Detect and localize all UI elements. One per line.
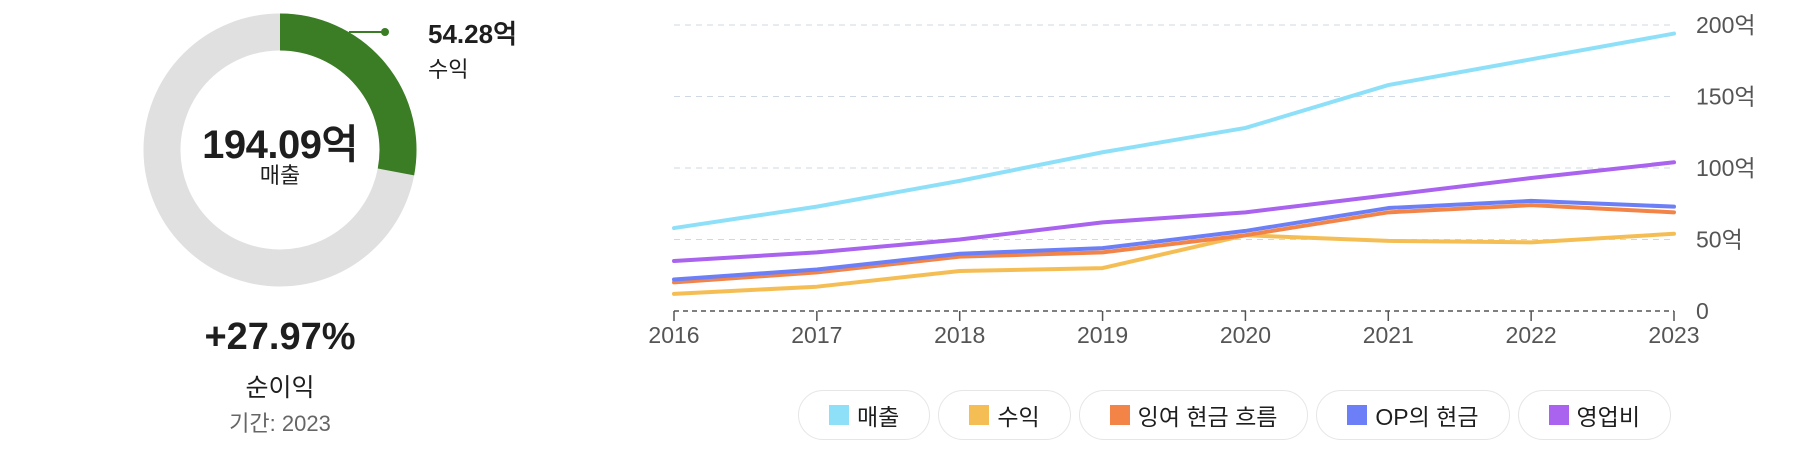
series-line-2 bbox=[672, 203, 1676, 285]
legend-item-4[interactable]: 영업비 bbox=[1517, 390, 1671, 440]
donut-callout-value: 54.28억 bbox=[428, 19, 517, 49]
donut-chart bbox=[143, 13, 417, 287]
legend-item-1[interactable]: 수익 bbox=[938, 390, 1071, 440]
legend-item-3[interactable]: OP의 현금 bbox=[1316, 390, 1510, 440]
series-line-0 bbox=[672, 31, 1676, 231]
legend-swatch bbox=[1548, 405, 1569, 425]
y-tick-label: 200억 bbox=[1696, 12, 1756, 38]
donut-center-label: 매출 bbox=[259, 163, 301, 188]
y-tick-label: 100억 bbox=[1696, 155, 1756, 181]
growth-value: +27.97% bbox=[204, 316, 356, 358]
legend-label: 매출 bbox=[857, 404, 900, 430]
series-line-3 bbox=[672, 198, 1676, 282]
series-line-4 bbox=[672, 160, 1676, 263]
y-tick-label: 150억 bbox=[1696, 84, 1756, 110]
x-tick-label: 2017 bbox=[791, 322, 842, 348]
x-tick-label: 2023 bbox=[1648, 322, 1699, 348]
series-line-1 bbox=[672, 231, 1676, 296]
y-tick-label: 0 bbox=[1696, 298, 1709, 324]
donut-center-value: 194.09억 bbox=[202, 123, 358, 167]
legend-item-0[interactable]: 매출 bbox=[798, 390, 931, 440]
callout-dot bbox=[381, 28, 389, 36]
x-tick-label: 2018 bbox=[934, 322, 985, 348]
y-tick-label: 50억 bbox=[1696, 227, 1743, 253]
x-tick-label: 2019 bbox=[1077, 322, 1128, 348]
legend-swatch bbox=[829, 405, 849, 425]
legend-label: 수익 bbox=[997, 404, 1040, 430]
chart-legend: 매출 수익 잉여 현금 흐름 OP의 현금 영업비 bbox=[798, 390, 1671, 440]
growth-label: 순이익 bbox=[245, 374, 315, 402]
period-label: 기간: 2023 bbox=[229, 411, 331, 436]
x-tick-label: 2022 bbox=[1506, 322, 1557, 348]
legend-label: 잉여 현금 흐름 bbox=[1137, 404, 1278, 430]
legend-swatch bbox=[969, 405, 990, 425]
legend-swatch bbox=[1109, 405, 1130, 425]
x-tick-label: 2016 bbox=[648, 322, 699, 348]
x-tick-label: 2020 bbox=[1220, 322, 1271, 348]
legend-label: 영업비 bbox=[1576, 404, 1640, 430]
line-chart: 0 50억 100억 150억 200억 2016 2017 2018 2019 2020 2021… bbox=[648, 12, 1756, 348]
legend-label: OP의 현금 bbox=[1375, 404, 1479, 430]
donut-callout-label: 수익 bbox=[428, 57, 469, 82]
legend-swatch bbox=[1347, 405, 1368, 425]
x-tick-label: 2021 bbox=[1363, 322, 1414, 348]
donut-segment-profit bbox=[279, 13, 417, 176]
legend-item-2[interactable]: 잉여 현금 흐름 bbox=[1078, 390, 1309, 440]
